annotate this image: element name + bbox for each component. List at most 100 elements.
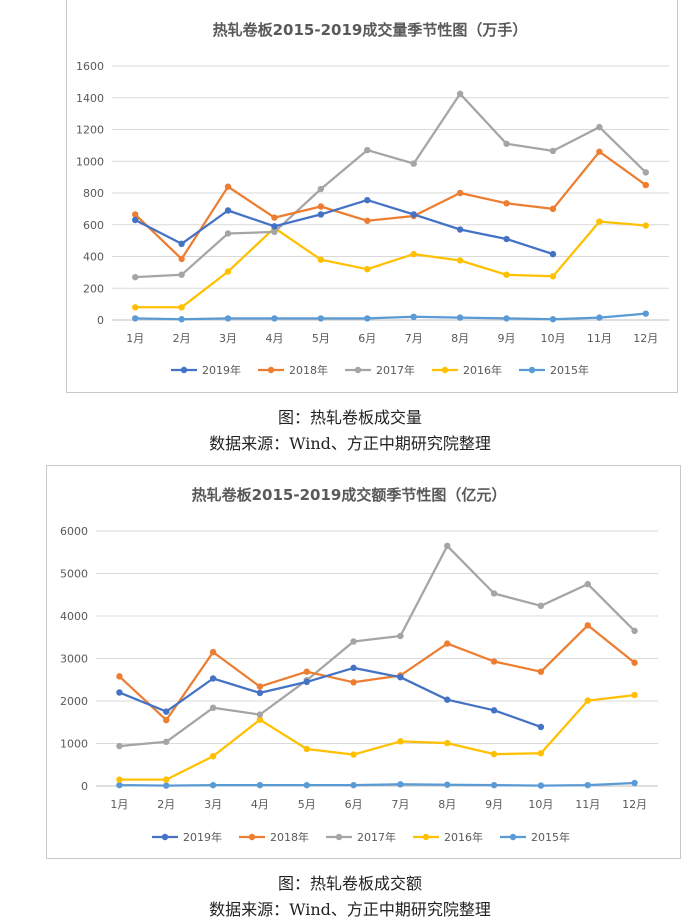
legend-label: 2017年 [376,363,415,377]
y-tick-label: 4000 [60,610,88,623]
volume-chart: 热轧卷板2015-2019成交量季节性图（万手） 0 200 400 600 800 100… [76,21,669,377]
data-point [163,716,170,724]
volume-chart-panel: 热轧卷板2015-2019成交量季节性图（万手） 0 200 400 600 800 100… [66,0,678,393]
x-tick-label: 9月 [498,332,516,345]
data-point [163,782,170,789]
data-point [490,781,498,789]
y-tick-label: 1200 [76,124,104,137]
x-tick-label: 11月 [587,332,612,345]
data-point [444,696,451,703]
series-line [134,150,647,261]
x-tick-label: 10月 [528,798,553,811]
legend-label: 2016年 [463,363,502,377]
data-point [256,683,264,690]
y-tick-label: 1400 [76,92,104,105]
data-point [444,781,451,788]
data-point [537,723,545,731]
legend-label: 2018年 [270,830,309,844]
data-point [549,250,557,258]
data-point [224,183,232,190]
data-point [317,185,325,193]
data-point [456,90,464,97]
data-point [303,668,310,675]
data-point [596,314,603,321]
data-point [490,750,498,758]
data-point [410,160,417,167]
x-tick-label: 3月 [204,798,222,811]
legend-marker [161,833,169,841]
data-point [503,315,510,322]
data-point [271,315,278,322]
x-tick-label: 8月 [451,332,469,345]
data-point [256,716,264,723]
y-tick-label: 1000 [60,738,88,751]
y-tick-label: 0 [97,314,104,327]
data-point [410,211,417,218]
data-point [350,638,357,645]
turnover-chart: 热轧卷板2015-2019成交额季节性图（亿元） 0 1000 2000 3000 400… [60,486,658,844]
chart-title: 热轧卷板2015-2019成交量季节性图（万手） [213,21,528,39]
data-point [584,781,591,789]
data-point [596,123,603,131]
data-point [317,203,325,210]
data-point [163,738,170,745]
y-tick-label: 800 [83,187,104,200]
data-point [132,211,139,218]
data-point [132,216,139,224]
data-point [317,256,325,263]
data-point [116,673,123,680]
series-line [135,312,646,321]
x-tick-label: 1月 [110,798,128,811]
data-point [397,674,404,681]
x-tick-label: 6月 [345,798,363,811]
data-point [549,147,557,155]
data-point [642,310,649,317]
data-point [224,315,232,322]
series-line [119,781,635,787]
legend-marker [528,366,536,374]
x-tick-label: 5月 [312,332,330,345]
data-point [456,226,464,233]
data-point [350,664,357,672]
data-point [224,230,232,237]
data-point [116,781,123,789]
data-point [178,255,185,263]
series-line [135,92,647,279]
data-point [116,689,123,696]
data-point [503,235,510,243]
data-point [303,678,310,686]
data-point [642,222,649,229]
data-point [303,781,310,789]
data-point [224,207,232,214]
y-tick-label: 1000 [76,155,104,168]
data-point [490,707,498,714]
legend-label: 2015年 [550,363,589,377]
y-tick-label: 1600 [76,60,104,73]
data-point [256,689,264,697]
data-point [549,316,557,323]
data-point [456,189,464,197]
data-point [163,776,170,783]
data-point [490,590,498,597]
y-tick-label: 3000 [60,653,88,666]
legend-label: 2017年 [357,830,396,844]
data-point [271,223,278,230]
data-point [256,711,264,718]
figure-caption-turnover: 图：热轧卷板成交额 [277,874,422,893]
data-point [132,315,139,322]
x-tick-label: 10月 [540,332,565,345]
legend-label: 2019年 [202,363,241,377]
data-point [364,217,371,224]
data-point [209,648,217,656]
y-tick-label: 6000 [60,525,88,538]
legend-marker [248,833,256,841]
data-point [317,211,325,218]
legend-marker [509,833,517,841]
legend-marker [267,366,275,374]
y-tick-label: 600 [83,219,104,232]
data-point [537,602,545,609]
data-point [224,268,232,275]
data-point [132,273,139,281]
data-point [163,708,170,715]
y-tick-label: 400 [83,251,104,264]
